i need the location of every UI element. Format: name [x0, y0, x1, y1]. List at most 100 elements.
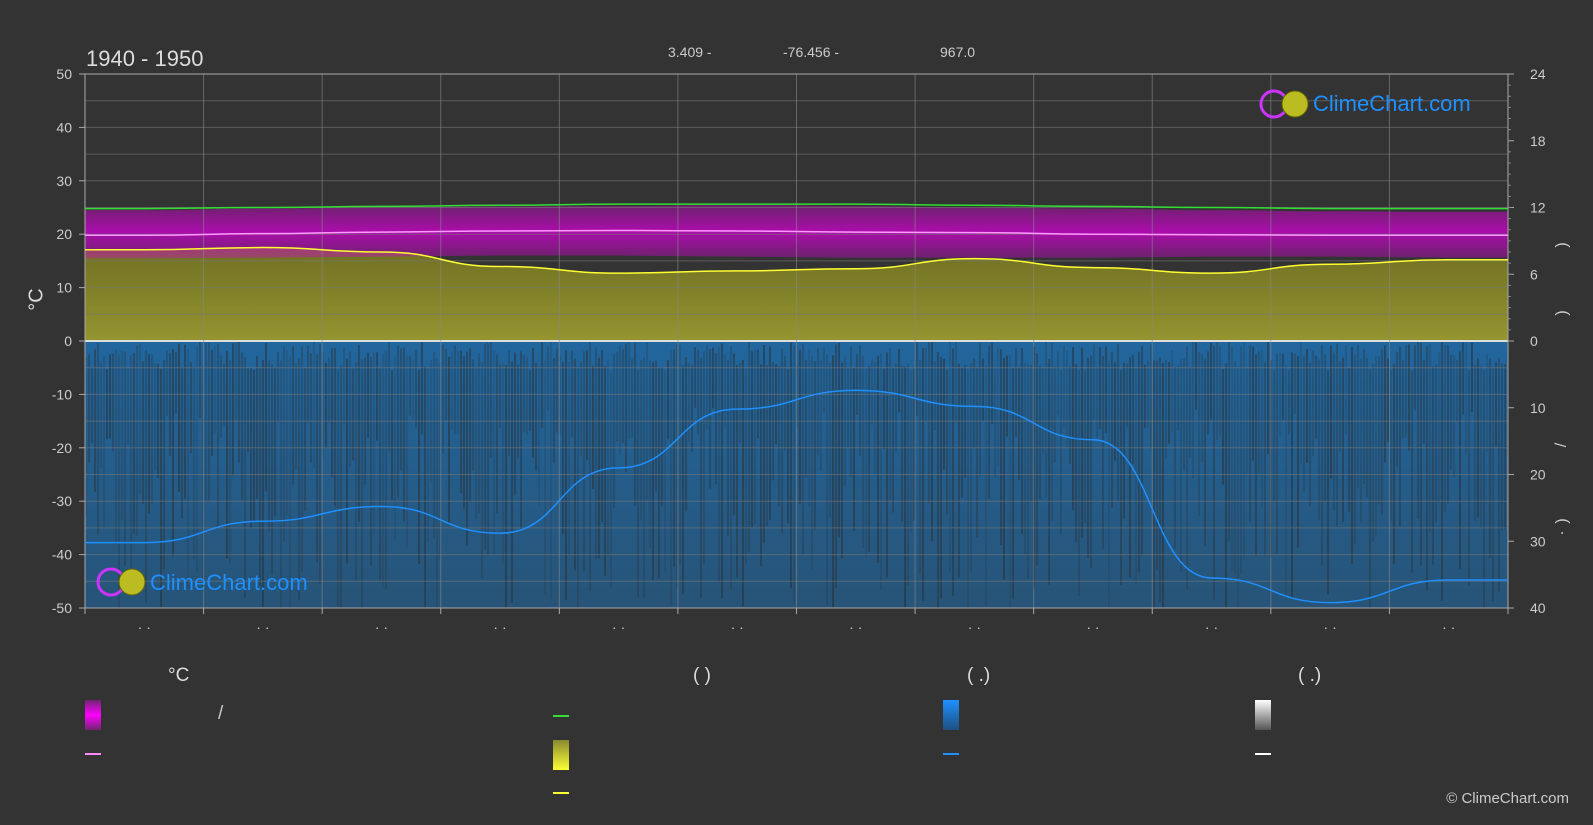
rain-texture-stripe: [196, 346, 198, 573]
rain-texture-stripe: [1300, 342, 1302, 465]
rain-texture-stripe: [721, 343, 723, 598]
rain-texture-stripe: [91, 367, 93, 444]
daylight-line: [85, 203, 1508, 210]
rain-texture-stripe: [1024, 362, 1026, 556]
rain-texture-stripe: [394, 357, 396, 541]
rain-texture-stripe: [805, 359, 807, 478]
rain-texture-stripe: [547, 346, 549, 411]
rain-texture-stripe: [1075, 363, 1077, 542]
rain-texture-stripe: [1273, 369, 1275, 502]
rain-texture-stripe: [1090, 355, 1092, 569]
rain-texture-stripe: [475, 366, 477, 520]
rain-texture-stripe: [1129, 357, 1131, 578]
rain-texture-stripe: [994, 369, 996, 478]
rain-texture-stripe: [1141, 346, 1143, 556]
rain-texture-stripe: [271, 364, 273, 575]
rain-texture-stripe: [1168, 361, 1170, 444]
rain-texture-stripe: [1243, 342, 1245, 559]
rain-texture-stripe: [328, 357, 330, 423]
rain-texture-stripe: [526, 356, 528, 435]
rain-texture-stripe: [1309, 362, 1311, 507]
rain-texture-stripe: [1504, 364, 1506, 530]
rain-texture-stripe: [706, 344, 708, 430]
rain-texture-stripe: [499, 364, 501, 428]
rain-texture-stripe: [934, 361, 936, 431]
rain-texture-stripe: [718, 347, 720, 583]
rain-texture-stripe: [358, 344, 360, 523]
rain-texture-stripe: [871, 359, 873, 425]
rain-texture-stripe: [775, 364, 777, 445]
rain-texture-stripe: [520, 351, 522, 530]
rain-texture-stripe: [274, 367, 276, 517]
texture-noise: [85, 341, 1508, 608]
rain-texture-stripe: [1444, 345, 1446, 513]
rain-texture-stripe: [910, 370, 912, 533]
chart-title: 1940 - 1950: [86, 46, 204, 71]
rain-texture-stripe: [607, 358, 609, 557]
rain-texture-stripe: [247, 367, 249, 453]
rain-texture-stripe: [1084, 369, 1086, 524]
rain-texture-stripe: [1486, 353, 1488, 453]
rain-texture-stripe: [481, 361, 483, 578]
x-tick-label: · ·: [1086, 619, 1099, 635]
rain-texture-stripe: [970, 363, 972, 572]
rain-texture-stripe: [1297, 356, 1299, 548]
rain-texture-stripe: [979, 343, 981, 477]
rain-texture-stripe: [1474, 364, 1476, 521]
rain-texture-stripe: [640, 359, 642, 521]
rain-texture-stripe: [820, 359, 822, 471]
rain-texture-stripe: [697, 350, 699, 435]
rain-texture-stripe: [532, 348, 534, 458]
rain-texture-stripe: [889, 347, 891, 500]
rain-texture-stripe: [865, 369, 867, 558]
rain-texture-stripe: [790, 342, 792, 589]
rain-texture-stripe: [904, 366, 906, 608]
rain-texture-stripe: [1012, 368, 1014, 600]
rain-texture-stripe: [142, 361, 144, 504]
logo-text-top[interactable]: ClimeChart.com: [1313, 91, 1471, 116]
rain-texture-stripe: [991, 342, 993, 425]
rain-texture-stripe: [1405, 345, 1407, 438]
rain-texture-stripe: [208, 342, 210, 501]
rain-texture-stripe: [232, 343, 234, 476]
rain-texture-stripe: [1267, 341, 1269, 454]
rain-texture-stripe: [631, 358, 633, 438]
rain-texture-stripe: [700, 357, 702, 598]
rain-texture-stripe: [1234, 360, 1236, 575]
rain-texture-stripe: [484, 344, 486, 550]
rain-texture-stripe: [1468, 370, 1470, 586]
rain-texture-stripe: [1324, 354, 1326, 503]
rain-texture-stripe: [286, 350, 288, 516]
rain-texture-stripe: [679, 345, 681, 566]
rain-texture-stripe: [832, 355, 834, 608]
rain-texture-stripe: [1114, 362, 1116, 461]
rain-texture-stripe: [1231, 346, 1233, 571]
rain-texture-stripe: [478, 353, 480, 513]
rain-texture-stripe: [1462, 341, 1464, 415]
right-axis-mark-3: /: [1553, 442, 1571, 448]
rain-texture-stripe: [712, 347, 714, 409]
rain-texture-stripe: [628, 343, 630, 439]
rain-texture-stripe: [448, 356, 450, 524]
rain-texture-stripe: [385, 351, 387, 589]
rain-texture-stripe: [745, 368, 747, 565]
logo-mark-bottom: [96, 567, 146, 597]
rain-texture-stripe: [1222, 369, 1224, 485]
rain-texture-stripe: [946, 369, 948, 515]
rain-texture-stripe: [811, 355, 813, 570]
rain-texture-stripe: [595, 347, 597, 560]
rain-texture-stripe: [715, 353, 717, 485]
rain-texture-stripe: [439, 362, 441, 559]
rain-texture-stripe: [283, 346, 285, 542]
rain-texture-stripe: [262, 360, 264, 608]
rain-texture-stripe: [316, 354, 318, 563]
logo-text-bottom[interactable]: ClimeChart.com: [150, 570, 308, 595]
rain-texture-stripe: [625, 344, 627, 473]
rain-texture-stripe: [1045, 341, 1047, 498]
rain-texture-stripe: [778, 365, 780, 507]
left-axis-unit: °C: [25, 288, 48, 311]
rain-texture-stripe: [1318, 359, 1320, 521]
rain-texture-stripe: [511, 361, 513, 603]
rain-texture-stripe: [1201, 353, 1203, 463]
rain-texture-stripe: [1354, 355, 1356, 544]
